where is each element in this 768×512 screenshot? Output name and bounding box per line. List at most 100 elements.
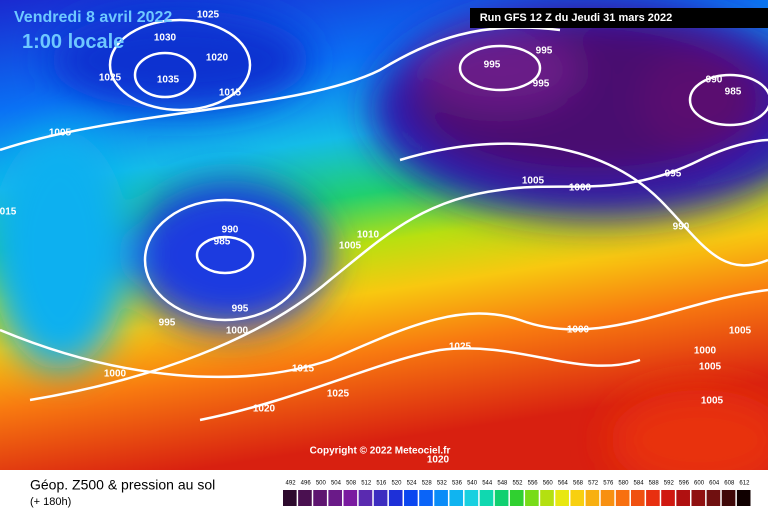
color-legend: 492 496 500 504 508 512 516 520 524 528 532 536 540 5… <box>283 481 751 506</box>
isobar-label: 990 <box>673 222 690 233</box>
legend-label: 592 <box>664 481 675 487</box>
legend-label: 568 <box>573 481 584 487</box>
legend-swatch <box>313 490 327 506</box>
legend-swatch <box>373 490 388 506</box>
legend-label: 544 <box>482 481 493 487</box>
legend-label: 536 <box>452 481 463 487</box>
field-shading <box>0 0 768 490</box>
legend-label: 508 <box>346 481 357 487</box>
isobar-label: 985 <box>725 87 742 98</box>
isobar-label: 1020 <box>206 53 229 64</box>
isobar-label: 1005 <box>49 128 72 139</box>
legend-label: 500 <box>316 481 327 487</box>
isobar-label: 1005 <box>522 176 545 187</box>
date: Vendredi 8 avril 2022 <box>14 9 172 26</box>
legend-swatch <box>555 490 569 506</box>
isobar-label: 985 <box>214 237 231 248</box>
copyright: Copyright © 2022 Meteociel.fr <box>310 446 451 457</box>
isobar-label: 1005 <box>729 326 752 337</box>
legend-label: 580 <box>618 481 629 487</box>
legend-swatch <box>736 490 751 506</box>
legend-swatch <box>525 490 539 506</box>
run-box <box>470 8 768 28</box>
legend-label: 532 <box>437 481 448 487</box>
isobar-label: 1025 <box>197 10 220 21</box>
legend-label: 528 <box>422 481 433 487</box>
isobar-label: 1000 <box>694 346 717 357</box>
legend-swatch <box>706 490 721 506</box>
legend-label: 548 <box>497 481 508 487</box>
isobar-label: 1000 <box>567 325 590 336</box>
legend-label: 520 <box>391 481 402 487</box>
legend-swatch <box>691 490 706 506</box>
legend-label: 588 <box>649 481 660 487</box>
legend-label: 496 <box>301 481 312 487</box>
legend-swatch <box>283 490 297 506</box>
isobar-label: 1005 <box>699 362 722 373</box>
legend-swatch <box>676 490 690 506</box>
legend-swatch <box>646 490 660 506</box>
legend-label: 596 <box>679 481 690 487</box>
isobar-label: 1015 <box>219 88 242 99</box>
legend-swatch <box>509 490 524 506</box>
legend-swatch <box>661 490 675 506</box>
legend-swatch <box>434 490 448 506</box>
legend-swatch <box>449 490 464 506</box>
legend-swatch <box>343 490 358 506</box>
legend-swatch <box>615 490 630 506</box>
legend-label: 492 <box>286 481 297 487</box>
legend-swatch <box>585 490 600 506</box>
footer-title: Géop. Z500 & pression au sol <box>30 477 215 493</box>
isobar-label: 990 <box>706 75 723 86</box>
isobars <box>0 18 768 422</box>
legend-label: 608 <box>724 481 735 487</box>
legend-label: 564 <box>558 481 569 487</box>
isobar-label: 995 <box>232 304 249 315</box>
legend-swatch <box>494 490 509 506</box>
legend-swatch <box>570 490 585 506</box>
isobar-label: 1020 <box>427 455 450 466</box>
isobar-label: 1000 <box>104 369 127 380</box>
isobar-label: 015 <box>0 207 17 218</box>
legend-label: 524 <box>407 481 418 487</box>
legend-swatch <box>419 490 433 506</box>
isobar-label: 1015 <box>292 364 315 375</box>
legend-label: 552 <box>512 481 523 487</box>
isobar-label: 1025 <box>449 342 472 353</box>
legend-label: 560 <box>543 481 554 487</box>
isobar-label: 1030 <box>154 33 177 44</box>
legend-swatch <box>479 490 494 506</box>
legend-label: 576 <box>603 481 614 487</box>
run-info: Run GFS 12 Z du Jeudi 31 mars 2022 <box>480 12 673 24</box>
legend-label: 556 <box>528 481 539 487</box>
isobar-label: 1000 <box>569 183 592 194</box>
legend-label: 612 <box>739 481 750 487</box>
isobar-label: 995 <box>665 169 682 180</box>
legend-label: 604 <box>709 481 720 487</box>
legend-swatch <box>358 490 373 506</box>
legend-label: 584 <box>634 481 645 487</box>
legend-label: 516 <box>376 481 387 487</box>
footer-lead: (+ 180h) <box>30 496 71 508</box>
isobar-label: 1000 <box>226 326 249 337</box>
legend-swatch <box>464 490 479 506</box>
isobar-label: 995 <box>533 79 550 90</box>
isobar-label: 1035 <box>157 75 180 86</box>
isobar-labels: 1025 1030 1020 1035 1025 1015 1005 015 9… <box>0 10 752 466</box>
legend-swatch <box>540 490 554 506</box>
legend-label: 504 <box>331 481 342 487</box>
legend-swatch <box>630 490 645 506</box>
isobar-label: 1020 <box>253 404 276 415</box>
isobar-label: 995 <box>536 46 553 57</box>
legend-swatch <box>388 490 403 506</box>
isobar-label: 1005 <box>701 396 724 407</box>
legend-label: 600 <box>694 481 705 487</box>
legend-swatch <box>298 490 312 506</box>
isobar-label: 1025 <box>327 389 350 400</box>
isobar-label: 1010 <box>357 230 380 241</box>
isobar-label: 1025 <box>99 73 122 84</box>
legend-label: 512 <box>361 481 372 487</box>
time: 1:00 locale <box>22 31 124 53</box>
legend-swatch <box>600 490 615 506</box>
